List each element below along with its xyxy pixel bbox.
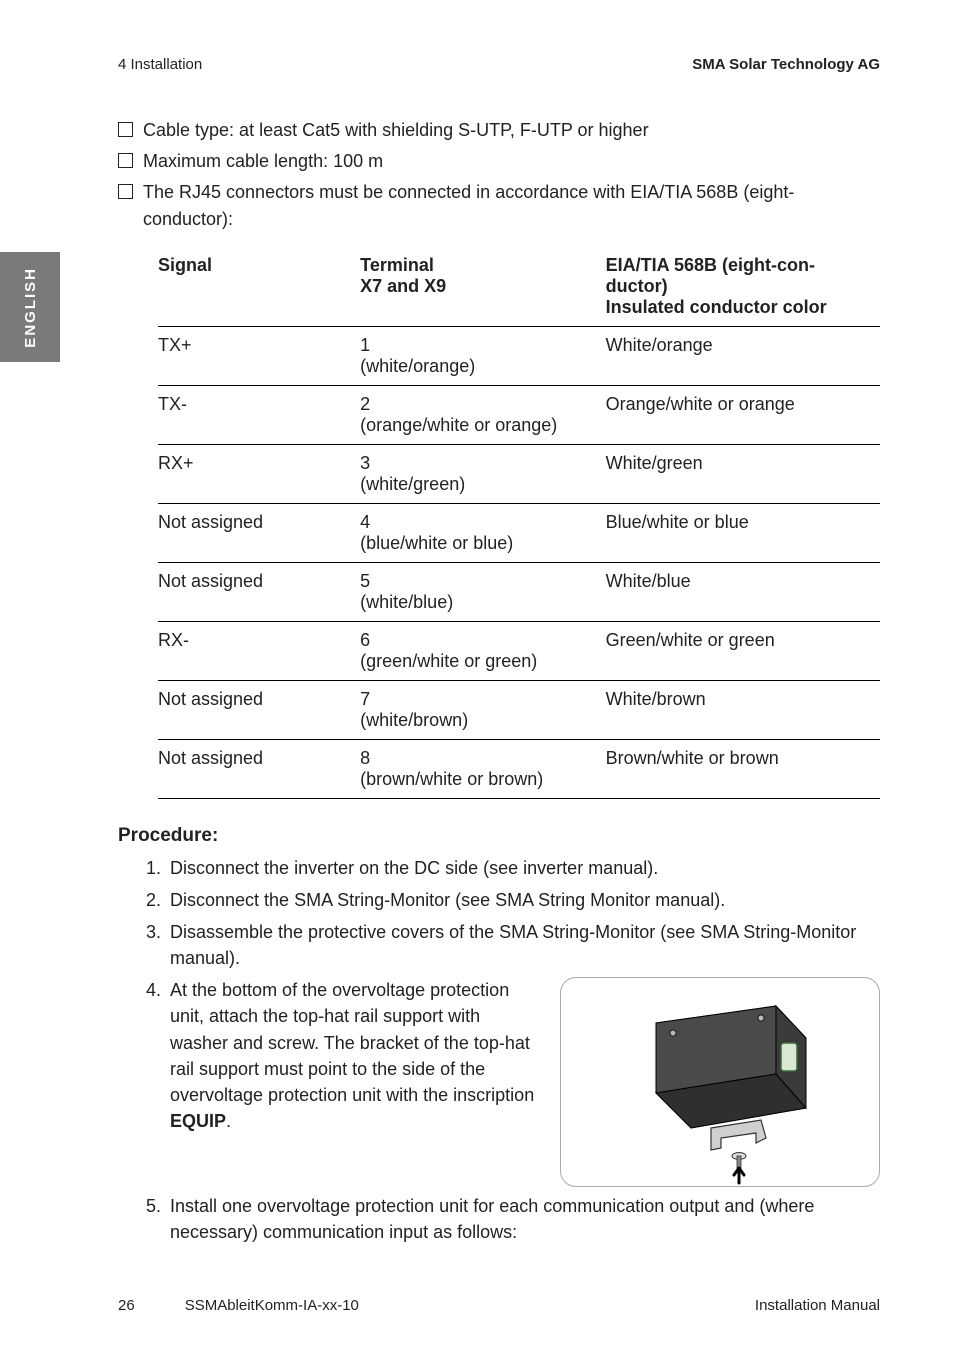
cell-terminal: 8(brown/white or brown) — [360, 740, 605, 799]
checkbox-icon — [118, 184, 133, 199]
footer-page: 26 — [118, 1297, 135, 1314]
checklist-item: Maximum cable length: 100 m — [118, 148, 880, 175]
checklist-text: The RJ45 connectors must be connected in… — [143, 179, 880, 233]
checkbox-icon — [118, 153, 133, 168]
table-row: TX+1(white/orange)White/orange — [158, 327, 880, 386]
cell-terminal: 6(green/white or green) — [360, 622, 605, 681]
procedure-list: Disconnect the inverter on the DC side (… — [146, 855, 880, 1246]
checkbox-icon — [118, 122, 133, 137]
cell-signal: Not assigned — [158, 681, 360, 740]
procedure-step: Install one overvoltage protection unit … — [146, 1193, 880, 1245]
procedure-title: Procedure: — [118, 825, 880, 847]
table-row: Not assigned5(white/blue)White/blue — [158, 563, 880, 622]
page-footer: 26 SSMAbleitKomm-IA-xx-10 Installation M… — [118, 1297, 880, 1314]
cell-eia: White/brown — [606, 681, 880, 740]
cell-terminal: 4(blue/white or blue) — [360, 504, 605, 563]
cell-terminal: 1(white/orange) — [360, 327, 605, 386]
col-signal: Signal — [158, 247, 360, 327]
footer-docid: SSMAbleitKomm-IA-xx-10 — [185, 1297, 359, 1314]
cell-terminal: 7(white/brown) — [360, 681, 605, 740]
procedure-step: At the bottom of the overvoltage protect… — [146, 977, 880, 1187]
checklist-item: Cable type: at least Cat5 with shielding… — [118, 117, 880, 144]
cell-signal: RX+ — [158, 445, 360, 504]
cell-eia: Green/white or green — [606, 622, 880, 681]
page-header: 4 Installation SMA Solar Technology AG — [118, 56, 880, 73]
procedure-step: Disconnect the SMA String-Monitor (see S… — [146, 887, 880, 913]
cell-signal: TX+ — [158, 327, 360, 386]
table-row: Not assigned8(brown/white or brown)Brown… — [158, 740, 880, 799]
cell-signal: Not assigned — [158, 740, 360, 799]
table-row: RX+3(white/green)White/green — [158, 445, 880, 504]
cell-eia: White/orange — [606, 327, 880, 386]
cell-signal: RX- — [158, 622, 360, 681]
footer-type: Installation Manual — [755, 1297, 880, 1314]
cell-signal: Not assigned — [158, 563, 360, 622]
illustration-mounting — [560, 977, 880, 1187]
header-company: SMA Solar Technology AG — [692, 56, 880, 73]
procedure-step-text: At the bottom of the overvoltage protect… — [170, 977, 542, 1134]
col-terminal: Terminal X7 and X9 — [360, 247, 605, 327]
header-section: 4 Installation — [118, 56, 202, 73]
pinout-table: Signal Terminal X7 and X9 EIA/TIA 568B (… — [158, 247, 880, 799]
procedure-step: Disconnect the inverter on the DC side (… — [146, 855, 880, 881]
table-row: Not assigned4(blue/white or blue)Blue/wh… — [158, 504, 880, 563]
cell-terminal: 5(white/blue) — [360, 563, 605, 622]
requirements-checklist: Cable type: at least Cat5 with shielding… — [118, 117, 880, 233]
cell-eia: Orange/white or orange — [606, 386, 880, 445]
cell-eia: White/green — [606, 445, 880, 504]
cell-eia: Brown/white or brown — [606, 740, 880, 799]
cell-eia: Blue/white or blue — [606, 504, 880, 563]
checklist-item: The RJ45 connectors must be connected in… — [118, 179, 880, 233]
cell-terminal: 2(orange/white or orange) — [360, 386, 605, 445]
language-tab: ENGLISH — [0, 252, 60, 362]
col-eia: EIA/TIA 568B (eight-con- ductor) Insulat… — [606, 247, 880, 327]
table-row: Not assigned7(white/brown)White/brown — [158, 681, 880, 740]
language-tab-label: ENGLISH — [22, 267, 39, 348]
cell-eia: White/blue — [606, 563, 880, 622]
procedure-step: Disassemble the protective covers of the… — [146, 919, 880, 971]
table-row: RX-6(green/white or green)Green/white or… — [158, 622, 880, 681]
cell-terminal: 3(white/green) — [360, 445, 605, 504]
cell-signal: Not assigned — [158, 504, 360, 563]
table-row: TX-2(orange/white or orange)Orange/white… — [158, 386, 880, 445]
checklist-text: Cable type: at least Cat5 with shielding… — [143, 117, 649, 144]
cell-signal: TX- — [158, 386, 360, 445]
checklist-text: Maximum cable length: 100 m — [143, 148, 383, 175]
